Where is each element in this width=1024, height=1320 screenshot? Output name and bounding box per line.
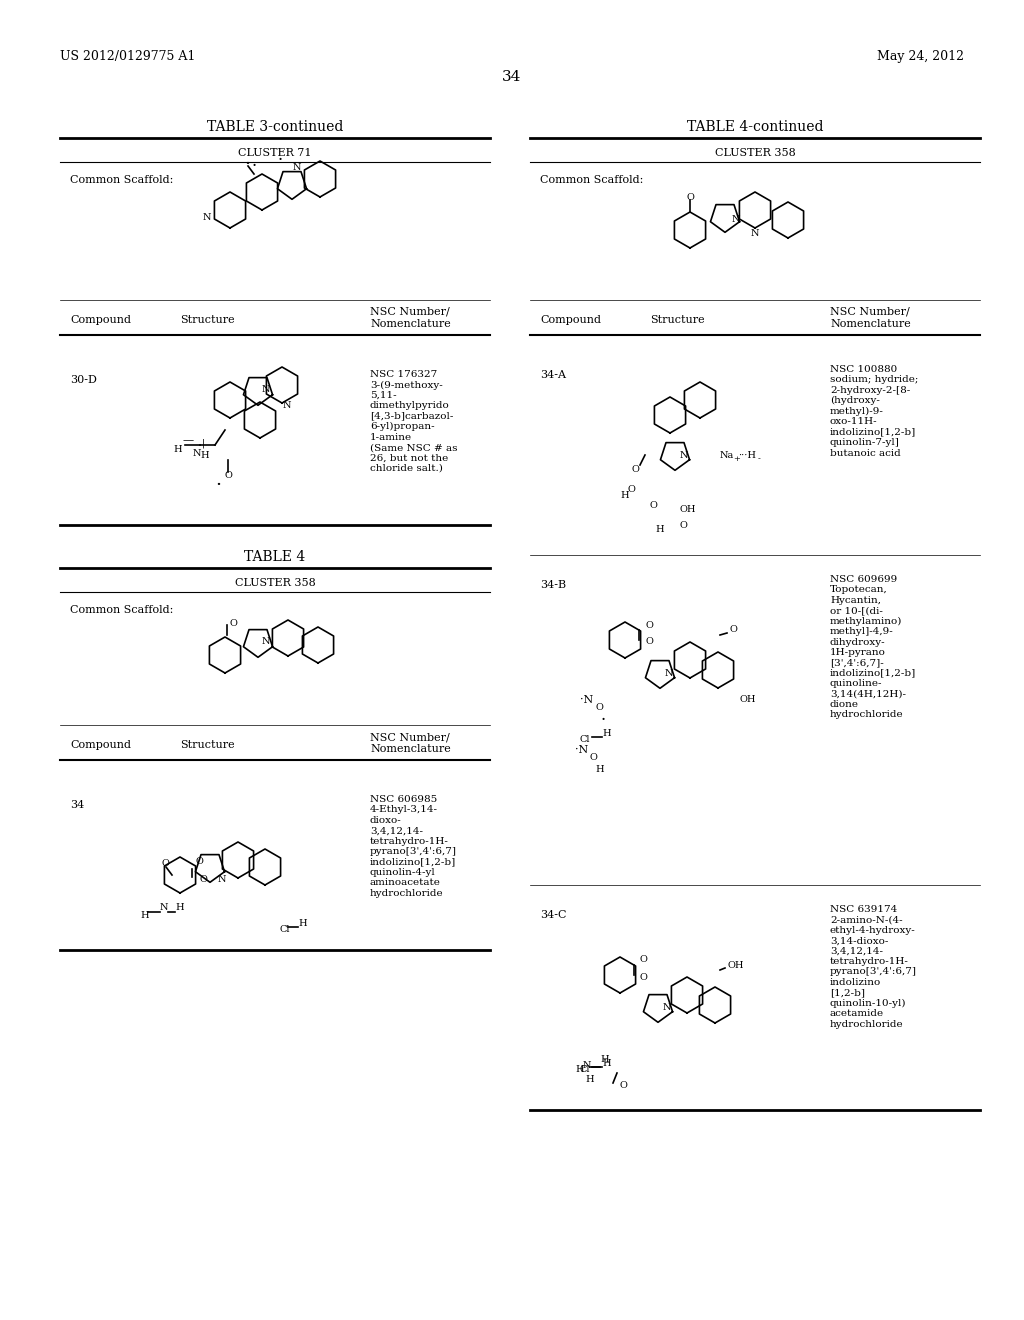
Text: Common Scaffold:: Common Scaffold: [540, 176, 643, 185]
Text: H: H [655, 525, 664, 535]
Text: H: H [585, 1076, 594, 1085]
Text: CLUSTER 71: CLUSTER 71 [239, 148, 311, 158]
Text: 34: 34 [70, 800, 84, 810]
Text: N: N [262, 638, 270, 647]
Text: Cl: Cl [580, 1065, 591, 1074]
Text: 34-B: 34-B [540, 579, 566, 590]
Text: O: O [650, 500, 657, 510]
Text: Structure: Structure [180, 741, 234, 750]
Text: —: — [183, 436, 195, 445]
Text: ·: · [278, 152, 283, 169]
Text: TABLE 3-continued: TABLE 3-continued [207, 120, 343, 135]
Text: ·N: ·N [575, 744, 588, 755]
Text: H: H [595, 766, 603, 775]
Text: O: O [680, 520, 688, 529]
Text: O: O [196, 858, 204, 866]
Text: NSC Number/: NSC Number/ [370, 308, 450, 317]
Text: CLUSTER 358: CLUSTER 358 [234, 578, 315, 587]
Text: N: N [218, 875, 226, 884]
Text: O: O [200, 874, 208, 883]
Text: NSC 606985
4-Ethyl-3,14-
dioxo-
3,4,12,14-
tetrahydro-1H-
pyrano[3',4':6,7]
indo: NSC 606985 4-Ethyl-3,14- dioxo- 3,4,12,1… [370, 795, 457, 898]
Text: Common Scaffold:: Common Scaffold: [70, 605, 173, 615]
Text: US 2012/0129775 A1: US 2012/0129775 A1 [60, 50, 196, 63]
Text: N: N [193, 449, 202, 458]
Text: Compound: Compound [540, 315, 601, 325]
Text: N: N [663, 1002, 672, 1011]
Text: H: H [173, 446, 181, 454]
Text: OH: OH [680, 506, 696, 515]
Text: O: O [640, 973, 648, 982]
Text: ·: · [251, 157, 257, 174]
Text: N: N [665, 668, 674, 677]
Text: O: O [730, 626, 738, 635]
Text: NSC 639174
2-amino-N-(4-
ethyl-4-hydroxy-
3,14-dioxo-
3,4,12,14-
tetrahydro-1H-
: NSC 639174 2-amino-N-(4- ethyl-4-hydroxy… [830, 906, 918, 1028]
Text: O: O [620, 1081, 628, 1089]
Text: O: O [645, 620, 653, 630]
Text: 30-D: 30-D [70, 375, 97, 385]
Text: +: + [733, 455, 740, 463]
Text: OH: OH [727, 961, 743, 969]
Text: O: O [590, 752, 598, 762]
Text: 34-A: 34-A [540, 370, 566, 380]
Text: NSC Number/: NSC Number/ [830, 308, 909, 317]
Text: N: N [293, 164, 301, 173]
Text: Cl: Cl [280, 925, 291, 935]
Text: H: H [140, 911, 148, 920]
Text: -: - [758, 455, 761, 463]
Text: Nomenclature: Nomenclature [370, 319, 451, 329]
Text: NSC Number/: NSC Number/ [370, 733, 450, 742]
Text: H: H [602, 1059, 610, 1068]
Text: N: N [732, 215, 740, 224]
Text: ·: · [215, 477, 221, 494]
Text: Nomenclature: Nomenclature [830, 319, 910, 329]
Text: H: H [575, 1065, 584, 1074]
Text: H: H [620, 491, 629, 499]
Text: H: H [175, 903, 183, 912]
Text: O: O [230, 619, 238, 627]
Text: H: H [602, 729, 610, 738]
Text: Compound: Compound [70, 741, 131, 750]
Text: Na: Na [720, 450, 734, 459]
Text: CLUSTER 358: CLUSTER 358 [715, 148, 796, 158]
Text: O: O [595, 702, 603, 711]
Text: May 24, 2012: May 24, 2012 [877, 50, 964, 63]
Text: O: O [224, 470, 232, 479]
Text: OH: OH [740, 696, 757, 705]
Text: Structure: Structure [650, 315, 705, 325]
Text: NSC 176327
3-(9-methoxy-
5,11-
dimethylpyrido
[4,3-b]carbazol-
6-yl)propan-
1-am: NSC 176327 3-(9-methoxy- 5,11- dimethylp… [370, 370, 458, 473]
Text: ···H: ···H [738, 450, 756, 459]
Text: Structure: Structure [180, 315, 234, 325]
Text: N: N [203, 214, 211, 223]
Text: O: O [686, 194, 694, 202]
Text: 34: 34 [503, 70, 521, 84]
Text: Compound: Compound [70, 315, 131, 325]
Text: N: N [262, 385, 270, 395]
Text: |: | [202, 438, 205, 447]
Text: H: H [200, 450, 209, 459]
Text: O: O [162, 858, 170, 867]
Text: NSC 100880
sodium; hydride;
2-hydroxy-2-[8-
(hydroxy-
methyl)-9-
oxo-11H-
indoli: NSC 100880 sodium; hydride; 2-hydroxy-2-… [830, 366, 919, 458]
Text: ·N: ·N [580, 696, 593, 705]
Text: H: H [600, 1056, 608, 1064]
Text: O: O [628, 486, 636, 495]
Text: Nomenclature: Nomenclature [370, 744, 451, 754]
Text: ·: · [600, 711, 605, 729]
Text: Common Scaffold:: Common Scaffold: [70, 176, 173, 185]
Text: O: O [631, 466, 639, 474]
Text: ·: · [244, 154, 250, 173]
Text: N: N [751, 230, 759, 239]
Text: O: O [645, 638, 653, 647]
Text: Cl: Cl [580, 735, 591, 744]
Text: N: N [680, 450, 688, 459]
Text: N: N [583, 1060, 592, 1069]
Text: 34-C: 34-C [540, 909, 566, 920]
Text: TABLE 4-continued: TABLE 4-continued [687, 120, 823, 135]
Text: N: N [160, 903, 169, 912]
Text: H: H [298, 919, 306, 928]
Text: O: O [640, 956, 648, 965]
Text: NSC 609699
Topotecan,
Hycantin,
or 10-[(di-
methylamino)
methyl]-4,9-
dihydroxy-: NSC 609699 Topotecan, Hycantin, or 10-[(… [830, 576, 916, 719]
Text: TABLE 4: TABLE 4 [245, 550, 305, 564]
Text: N: N [283, 400, 292, 409]
